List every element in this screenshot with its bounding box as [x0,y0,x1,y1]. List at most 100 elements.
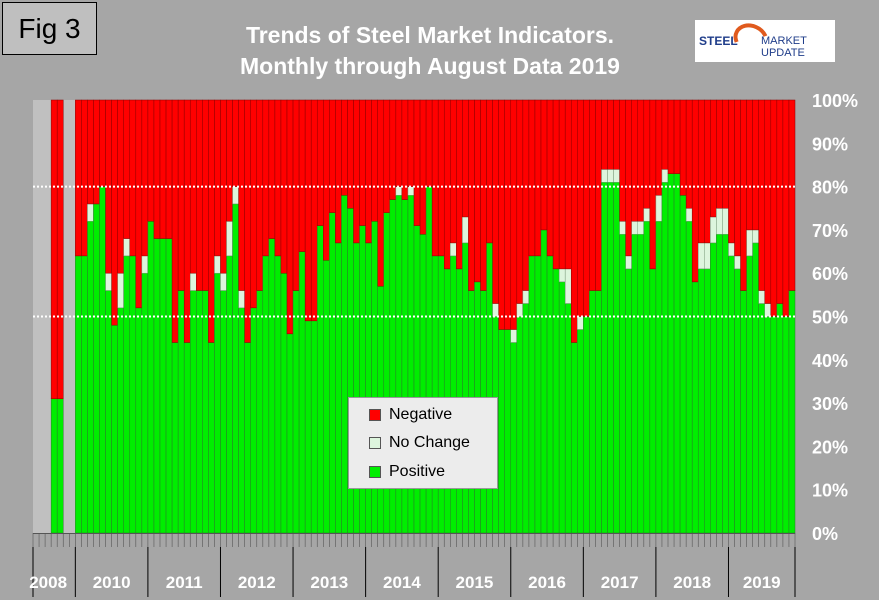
bar-negative-2018-7 [691,99,699,283]
bar-negative-2018-2 [661,99,669,170]
bar-positive-2017-7 [619,233,626,534]
bar-positive-2016-8 [552,268,560,534]
bar-no-change-2012-1 [220,272,227,291]
bar-negative-2010-11 [135,99,143,309]
bar-negative-2019-4 [746,99,753,231]
bar-no-change-2017-8 [625,255,632,270]
bar-negative-2011-11 [208,99,215,343]
bar-positive-2015-11 [498,329,505,534]
bar-positive-2011-12 [214,272,221,534]
bar-no-change-2015-10 [492,303,499,317]
bar-negative-2018-4 [673,99,681,174]
bar-positive-2012-8 [262,255,270,534]
bar-negative-2015-11 [498,99,505,330]
bar-negative-2016-11 [570,99,578,343]
x-year-label: 2011 [166,573,203,592]
bar-positive-2016-6 [540,229,548,534]
x-year-label: 2019 [743,573,781,592]
bar-negative-2015-2 [443,99,451,270]
bar-positive-2018-11 [716,233,723,534]
bar-negative-2010-9 [123,99,131,239]
bar-positive-2010-11 [135,307,143,534]
bar-negative-2019-7 [764,99,772,304]
bar-positive-2017-11 [643,220,651,534]
bar-positive-2019-4 [746,255,753,534]
bar-positive-2014-12 [431,255,439,534]
bar-negative-2011-2 [153,99,161,239]
y-tick-label: 40% [812,351,848,371]
bar-positive-2015-3 [450,255,457,534]
bar-negative-2016-1 [510,99,518,330]
bar-negative-2012-6 [250,99,258,309]
bar-no-change-2016-12 [577,316,584,330]
bar-positive-2012-3 [232,203,239,534]
bar-negative-2010-3 [87,99,94,205]
bar-negative-2012-3 [232,99,239,187]
bar-no-change-2012-4 [238,290,245,309]
bar-negative-2016-10 [564,99,572,270]
bar-no-change-2016-2 [516,303,524,317]
bar-positive-2010-2 [81,255,88,534]
bar-negative-2017-1 [583,99,590,317]
bar-negative-2015-1 [437,99,445,257]
bar-no-change-2018-1 [655,195,663,222]
figure-label: Fig 3 [2,2,97,55]
bar-positive-2019-7 [764,316,772,534]
bar-negative-2016-7 [546,99,554,257]
bar-positive-2018-1 [655,220,663,534]
bar-negative-2010-2 [81,99,88,257]
y-tick-label: 60% [812,264,848,284]
bar-positive-2012-5 [244,342,251,534]
bar-positive-2010-5 [99,186,106,534]
bar-negative-2017-5 [607,99,614,170]
bar-negative-2014-4 [383,99,391,213]
bar-negative-2019-9 [776,99,784,304]
bar-negative-2018-5 [679,99,687,196]
bar-no-change-2017-4 [601,169,608,183]
bar-positive-2017-10 [637,233,645,534]
bar-positive-2017-12 [649,268,657,534]
bar-positive-2016-9 [558,281,566,534]
bar-no-change-2017-5 [607,169,614,183]
bar-positive-2019-6 [758,303,766,534]
bar-negative-2014-12 [431,99,439,257]
bar-positive-2017-5 [607,182,614,534]
bar-positive-2010-8 [117,307,124,534]
bar-positive-2011-6 [177,290,185,534]
year-label-band [33,547,795,597]
bar-negative-2015-12 [504,99,512,330]
bar-positive-2011-10 [202,290,209,534]
bar-negative-2014-11 [425,99,433,187]
bar-no-change-2010-3 [87,203,94,222]
y-tick-label: 50% [812,308,848,328]
bar-positive-2016-2 [516,316,524,534]
bar-negative-2015-6 [468,99,475,291]
bar-no-change-2019-6 [758,290,766,304]
bar-negative-2013-2 [298,99,306,252]
bar-no-change-2017-11 [643,208,651,222]
bar-negative-2013-7 [329,99,336,213]
x-year-label: 2014 [383,573,421,592]
legend-label-no-change: No Change [389,434,470,451]
legend-item-positive: Positive [369,463,445,481]
bar-no-change-2016-3 [522,290,530,304]
steel-market-update-logo: STEEL MARKET UPDATE [695,17,835,62]
bar-positive-2010-3 [87,220,94,534]
bar-no-change-2019-7 [764,303,772,317]
y-tick-label: 20% [812,437,848,457]
bar-positive-2018-3 [667,173,675,534]
bar-negative-2010-10 [129,99,137,257]
bar-negative-2012-12 [286,99,294,335]
bar-positive-2015-9 [486,242,493,534]
bar-positive-2018-10 [710,242,717,534]
bar-positive-2019-8 [770,316,778,534]
bar-negative-2018-9 [704,99,711,244]
bar-negative-2017-2 [589,99,596,291]
bar-positive-2010-1 [75,255,82,534]
bar-negative-2015-4 [456,99,463,270]
bar-positive-2011-9 [196,290,203,534]
x-year-label: 2018 [673,573,711,592]
bar-positive-2018-7 [691,281,699,534]
bar-positive-2013-6 [323,259,330,534]
x-year-label: 2010 [93,573,131,592]
